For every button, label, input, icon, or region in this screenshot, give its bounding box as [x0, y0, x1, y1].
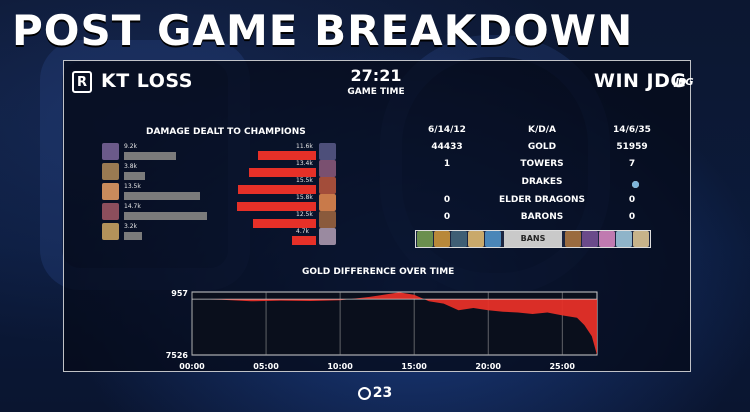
drakes-label: DRAKES [521, 177, 563, 187]
left-damage-bar [124, 192, 200, 200]
kda-label: K/D/A [528, 125, 556, 135]
worlds-logo: 23 [354, 381, 396, 405]
right-ban-portrait [633, 231, 649, 247]
elder-label: ELDER DRAGONS [499, 195, 585, 205]
right-damage-bar [292, 236, 316, 245]
stat-row-gold: 44433 GOLD 51959 [417, 140, 667, 156]
bans-label-box: BANS [504, 231, 562, 247]
page-title: POST GAME BREAKDOWN [12, 6, 634, 55]
left-champion-portrait [102, 163, 119, 180]
right-ban-portrait [616, 231, 632, 247]
left-team-logo-letter: R [76, 74, 87, 90]
right-kda: 14/6/35 [613, 125, 651, 135]
barons-label: BARONS [520, 212, 564, 222]
right-damage-bar [238, 185, 316, 194]
game-time-label: GAME TIME [347, 87, 405, 97]
left-damage-label: 3.8k [124, 163, 138, 170]
left-ban-portrait [434, 231, 450, 247]
gold-difference-chart: 00:00 05:00 10:00 15:00 20:00 25:00 957 7526 [166, 289, 598, 371]
right-damage-label: 15.8k [296, 194, 313, 201]
left-ban-portrait [485, 231, 501, 247]
left-team-logo: R [72, 71, 92, 93]
chart-y-top-label: 957 [171, 289, 188, 298]
right-gold: 51959 [616, 142, 648, 152]
left-damage-label: 3.2k [124, 223, 138, 230]
right-champion-portrait [319, 211, 336, 228]
right-damage-label: 13.4k [296, 160, 313, 167]
chart-y-bottom-label: 7526 [166, 351, 189, 360]
game-time: 27:21 [350, 66, 402, 85]
right-champion-portrait [319, 143, 336, 160]
right-barons: 0 [628, 212, 636, 222]
right-damage-bar [249, 168, 316, 177]
right-damage-bar [253, 219, 316, 228]
chart-x-tick-label: 00:00 [179, 362, 205, 371]
stat-row-drakes: DRAKES [417, 175, 667, 191]
left-ban-portrait [451, 231, 467, 247]
stat-row-towers: 1 TOWERS 7 [417, 157, 667, 173]
right-ban-portrait [599, 231, 615, 247]
left-champion-portrait [102, 183, 119, 200]
chart-x-tick-label: 10:00 [327, 362, 353, 371]
right-champion-portrait [319, 160, 336, 177]
right-damage-label: 12.5k [296, 211, 313, 218]
left-gold: 44433 [431, 142, 463, 152]
left-ban-portrait [468, 231, 484, 247]
left-damage-label: 14.7k [124, 203, 141, 210]
chart-x-tick-label: 25:00 [549, 362, 575, 371]
right-damage-label: 11.6k [296, 143, 313, 150]
right-ban-portrait [582, 231, 598, 247]
right-team-result: WIN JDG [594, 70, 687, 92]
left-champion-portrait [102, 203, 119, 220]
chart-x-tick-label: 15:00 [401, 362, 427, 371]
stat-row-kda: 6/14/12 K/D/A 14/6/35 [417, 123, 667, 139]
left-damage-label: 9.2k [124, 143, 138, 150]
gold-diff-area [192, 292, 597, 355]
left-elder: 0 [443, 195, 451, 205]
bans-label: BANS [520, 234, 546, 243]
right-damage-bar [258, 151, 316, 160]
left-towers: 1 [443, 159, 451, 169]
towers-label: TOWERS [520, 159, 564, 169]
bans-row: BANS [415, 230, 651, 248]
stat-row-elder: 0 ELDER DRAGONS 0 [417, 193, 667, 209]
left-kda: 6/14/12 [428, 125, 466, 135]
right-champion-portrait [319, 177, 336, 194]
worlds-logo-icon [357, 386, 371, 400]
left-champion-portrait [102, 143, 119, 160]
right-damage-label: 4.7k [296, 228, 310, 235]
gold-label: GOLD [527, 142, 557, 152]
worlds-year: 23 [372, 385, 393, 401]
gold-chart-title: GOLD DIFFERENCE OVER TIME [302, 267, 455, 277]
left-barons: 0 [443, 212, 451, 222]
stat-row-barons: 0 BARONS 0 [417, 210, 667, 226]
left-damage-bar [124, 152, 176, 160]
left-damage-bar [124, 172, 145, 180]
left-ban-portrait [417, 231, 433, 247]
right-champion-portrait [319, 228, 336, 245]
chart-x-tick-label: 20:00 [475, 362, 501, 371]
right-team-logo-text: JDG [675, 76, 693, 88]
left-damage-label: 13.5k [124, 183, 141, 190]
left-damage-bar [124, 212, 207, 220]
right-team-logo: JDG [670, 73, 698, 91]
right-ban-portrait [565, 231, 581, 247]
breakdown-panel: R KT LOSS 27:21 GAME TIME WIN JDG JDG DA… [63, 60, 694, 372]
chart-x-tick-label: 05:00 [253, 362, 279, 371]
right-towers: 7 [628, 159, 636, 169]
left-champion-portrait [102, 223, 119, 240]
drake-icon [632, 181, 639, 188]
right-damage-label: 15.5k [296, 177, 313, 184]
right-damage-bar [237, 202, 316, 211]
right-champion-portrait [319, 194, 336, 211]
right-elder: 0 [628, 195, 636, 205]
damage-title: DAMAGE DEALT TO CHAMPIONS [146, 127, 306, 137]
left-damage-bar [124, 232, 142, 240]
left-team-result: KT LOSS [101, 70, 193, 92]
